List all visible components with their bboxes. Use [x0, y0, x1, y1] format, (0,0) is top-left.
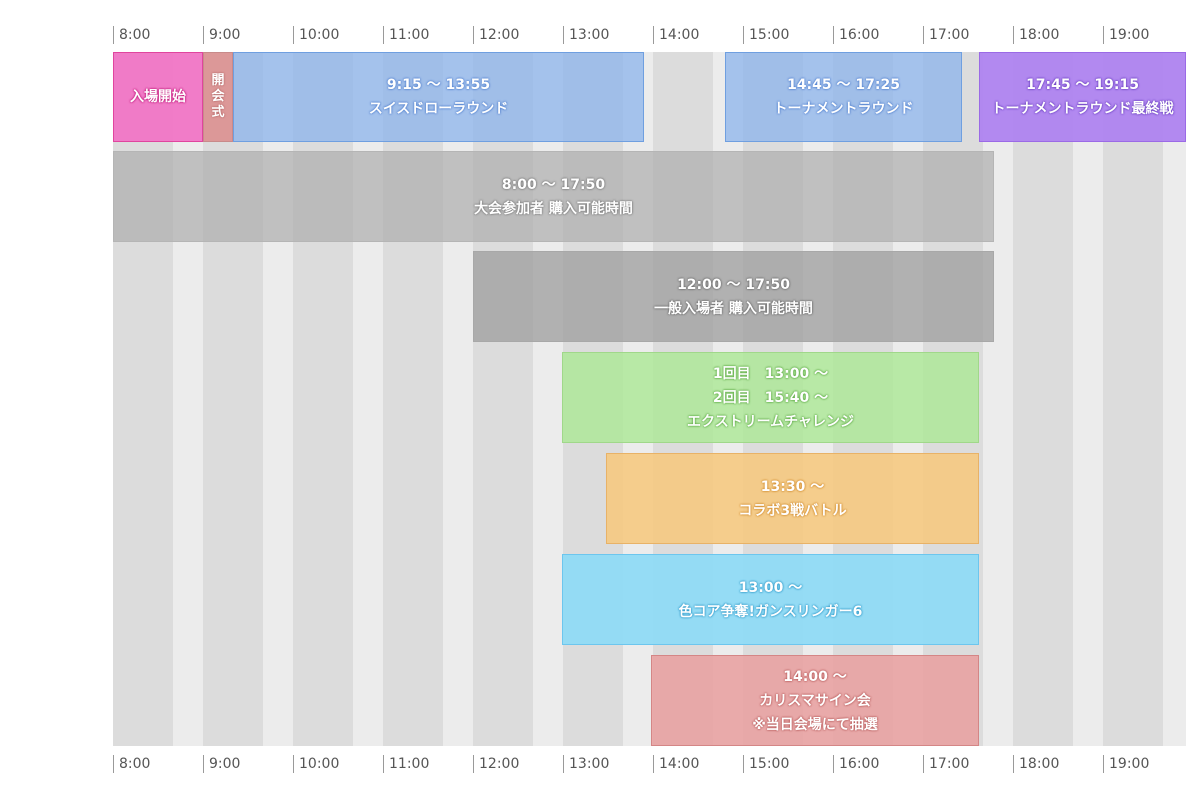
hour-label: 17:00: [923, 26, 969, 44]
hour-label: 17:00: [923, 755, 969, 773]
event-time: 8:00 〜 17:50: [501, 176, 606, 193]
hour-label: 14:00: [653, 755, 699, 773]
event-extreme-challenge[interactable]: 1回目 13:00 〜 2回目 15:40 〜 エクストリームチャレンジ: [562, 352, 979, 443]
hour-label: 19:00: [1103, 755, 1149, 773]
event-title: 大会参加者 購入可能時間: [474, 200, 633, 217]
grid-stripe: [1163, 52, 1186, 746]
grid-stripe: [1103, 52, 1133, 746]
event-time: 13:30 〜: [760, 478, 825, 495]
hour-label: 16:00: [833, 26, 879, 44]
hour-label: 14:00: [653, 26, 699, 44]
hour-label: 11:00: [383, 755, 429, 773]
event-tournament-final[interactable]: 17:45 〜 19:15 トーナメントラウンド最終戦: [979, 52, 1186, 142]
event-opening-ceremony[interactable]: 開 会 式: [203, 52, 233, 142]
event-general-purchase[interactable]: 12:00 〜 17:50 一般入場者 購入可能時間: [473, 251, 994, 342]
grid-stripe: [1073, 52, 1103, 746]
event-session-1: 1回目 13:00 〜: [712, 365, 829, 382]
hour-label: 13:00: [563, 755, 609, 773]
grid-stripe: [1043, 52, 1073, 746]
event-title: 一般入場者 購入可能時間: [654, 300, 813, 317]
event-participant-purchase[interactable]: 8:00 〜 17:50 大会参加者 購入可能時間: [113, 151, 994, 242]
hour-label: 9:00: [203, 26, 240, 44]
hour-label: 19:00: [1103, 26, 1149, 44]
hour-label: 11:00: [383, 26, 429, 44]
event-swiss-round[interactable]: 9:15 〜 13:55 スイスドローラウンド: [233, 52, 644, 142]
hour-label: 8:00: [113, 26, 150, 44]
hour-label: 12:00: [473, 26, 519, 44]
event-title: エクストリームチャレンジ: [686, 413, 855, 430]
event-title: トーナメントラウンド: [773, 101, 914, 117]
event-time: 12:00 〜 17:50: [677, 276, 790, 293]
hour-label: 15:00: [743, 26, 789, 44]
event-session-2: 2回目 15:40 〜: [712, 389, 829, 406]
event-collab-battle[interactable]: 13:30 〜 コラボ3戦バトル: [606, 453, 979, 544]
event-entry-open[interactable]: 入場開始: [113, 52, 203, 142]
hour-label: 8:00: [113, 755, 150, 773]
event-time: 14:45 〜 17:25: [787, 77, 900, 93]
hour-label: 15:00: [743, 755, 789, 773]
event-gunslinger[interactable]: 13:00 〜 色コア争奪!ガンスリンガー6: [562, 554, 979, 645]
grid-stripe: [1133, 52, 1163, 746]
hour-label: 10:00: [293, 755, 339, 773]
event-time: 14:00 〜: [783, 668, 847, 685]
event-title: 入場開始: [130, 89, 186, 105]
event-title: カリスマサイン会: [759, 692, 871, 709]
event-title: トーナメントラウンド最終戦: [991, 101, 1174, 117]
event-time: 9:15 〜 13:55: [386, 77, 491, 93]
event-tournament-round[interactable]: 14:45 〜 17:25 トーナメントラウンド: [725, 52, 962, 142]
event-title-char: 式: [211, 105, 225, 120]
event-time: 17:45 〜 19:15: [1026, 77, 1139, 93]
hour-label: 16:00: [833, 755, 879, 773]
hour-label: 10:00: [293, 26, 339, 44]
event-title-char: 開: [211, 73, 225, 88]
event-title-char: 会: [211, 89, 225, 104]
hour-label: 13:00: [563, 26, 609, 44]
hour-label: 12:00: [473, 755, 519, 773]
hour-label: 18:00: [1013, 26, 1059, 44]
event-time: 13:00 〜: [738, 579, 803, 596]
hour-label: 18:00: [1013, 755, 1059, 773]
hour-label: 9:00: [203, 755, 240, 773]
event-title: スイスドローラウンド: [368, 101, 509, 117]
event-title: 色コア争奪!ガンスリンガー6: [678, 603, 863, 620]
grid-stripe: [1013, 52, 1043, 746]
event-title: コラボ3戦バトル: [738, 502, 847, 519]
event-charisma-signing[interactable]: 14:00 〜 カリスマサイン会 ※当日会場にて抽選: [651, 655, 979, 746]
event-note: ※当日会場にて抽選: [752, 716, 878, 733]
